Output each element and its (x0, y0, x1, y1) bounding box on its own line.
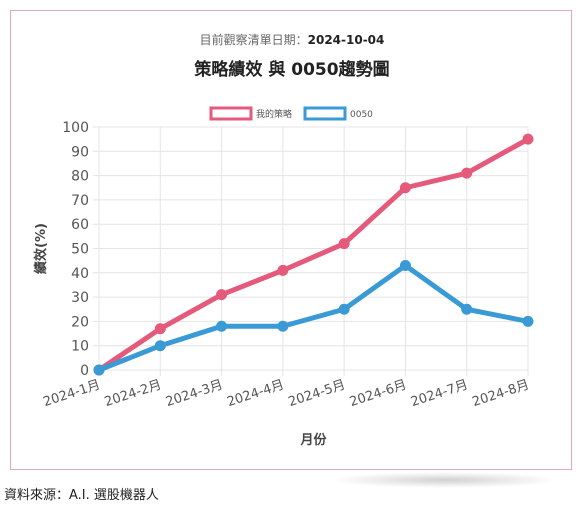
y-axis-title: 績效(%) (33, 223, 49, 274)
y-tick-label: 70 (71, 193, 89, 209)
x-tick-label: 2024-7月 (409, 378, 470, 411)
y-tick-label: 90 (71, 144, 89, 160)
data-point[interactable] (338, 238, 350, 250)
data-point[interactable] (216, 289, 228, 301)
x-tick-label: 2024-2月 (103, 378, 164, 411)
data-point[interactable] (399, 182, 411, 194)
x-tick-label: 2024-1月 (41, 378, 102, 411)
legend-swatch (303, 106, 347, 121)
y-tick-label: 100 (62, 120, 89, 136)
source-caption: 資料來源：A.I. 選股機器人 (4, 488, 159, 503)
x-tick-label: 2024-3月 (164, 378, 225, 411)
chart-title: 策略績效 與 0050趨勢圖 (194, 60, 390, 80)
series-line (96, 263, 531, 373)
y-tick-label: 50 (71, 242, 89, 258)
x-tick-label: 2024-5月 (287, 378, 348, 411)
legend-label: 0050 (350, 110, 373, 120)
data-point[interactable] (93, 364, 105, 376)
y-tick-label: 80 (71, 169, 89, 185)
y-tick-label: 0 (80, 363, 89, 379)
data-point[interactable] (154, 340, 166, 352)
x-axis-title: 月份 (299, 432, 327, 448)
data-point[interactable] (522, 133, 534, 145)
data-point[interactable] (277, 264, 289, 276)
legend-swatch (209, 106, 253, 121)
subtitle-date: 2024-10-04 (307, 33, 385, 47)
legend-label: 我的策略 (256, 108, 292, 120)
data-point[interactable] (277, 320, 289, 332)
card-shadow (330, 472, 560, 488)
y-tick-label: 10 (71, 339, 89, 355)
chart-subtitle: 目前觀察清單日期：2024-10-04 (11, 31, 573, 48)
data-point[interactable] (399, 260, 411, 272)
y-tick-label: 30 (71, 290, 89, 306)
x-tick-label: 2024-8月 (470, 378, 531, 411)
x-tick-label: 2024-4月 (225, 378, 286, 411)
data-point[interactable] (154, 323, 166, 335)
data-point[interactable] (216, 320, 228, 332)
y-tick-label: 60 (71, 217, 89, 233)
chart-card: 目前觀察清單日期：2024-10-04 策略績效 與 0050趨勢圖 0 10 20… (10, 10, 572, 470)
data-point[interactable] (461, 167, 473, 179)
data-point[interactable] (338, 303, 350, 315)
series-line (96, 136, 531, 373)
y-tick-label: 40 (71, 266, 89, 282)
y-tick-label: 20 (71, 314, 89, 330)
data-point[interactable] (461, 303, 473, 315)
data-point[interactable] (522, 315, 534, 327)
x-tick-label: 2024-6月 (348, 378, 409, 411)
subtitle-label: 目前觀察清單日期： (199, 33, 308, 47)
